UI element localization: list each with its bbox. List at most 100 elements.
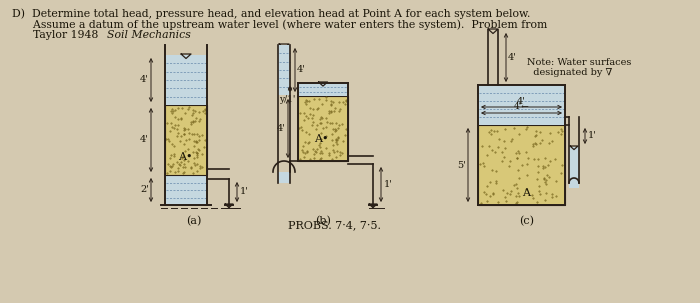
Point: [169, 122, 181, 127]
Point: [311, 149, 322, 154]
Text: 4': 4': [517, 97, 526, 106]
Point: [179, 125, 190, 130]
Point: [307, 120, 318, 125]
Point: [315, 120, 326, 125]
Point: [172, 131, 183, 136]
Point: [196, 133, 207, 138]
Point: [312, 123, 323, 128]
Bar: [478, 125, 565, 205]
Point: [298, 143, 309, 148]
Point: [178, 170, 189, 175]
Point: [172, 159, 183, 164]
Point: [193, 148, 204, 153]
Point: [340, 98, 351, 103]
Point: [172, 134, 183, 139]
Point: [510, 181, 522, 186]
Point: [179, 149, 190, 154]
Point: [323, 152, 335, 157]
Point: [186, 166, 197, 171]
Point: [316, 101, 327, 106]
Point: [304, 105, 316, 110]
Point: [534, 129, 545, 134]
Point: [550, 193, 561, 198]
Text: 4': 4': [508, 53, 517, 62]
Point: [486, 167, 498, 172]
Point: [303, 131, 314, 136]
Point: [299, 99, 310, 104]
Text: A: A: [522, 188, 531, 198]
Point: [188, 160, 199, 165]
Point: [527, 144, 538, 149]
Point: [521, 172, 532, 177]
Point: [167, 142, 178, 147]
Point: [300, 151, 311, 156]
Point: [330, 137, 341, 142]
Point: [506, 139, 517, 144]
Text: 1': 1': [588, 132, 597, 141]
Point: [296, 148, 307, 153]
Point: [316, 151, 327, 155]
Point: [533, 184, 544, 188]
Point: [511, 151, 522, 156]
Bar: [569, 147, 579, 188]
Point: [331, 142, 342, 146]
Point: [477, 161, 489, 166]
Point: [188, 138, 199, 143]
Point: [513, 176, 524, 181]
Point: [297, 127, 308, 132]
Point: [537, 137, 548, 142]
Point: [175, 134, 186, 139]
Point: [330, 121, 342, 126]
Point: [295, 111, 306, 115]
Point: [178, 158, 190, 163]
Point: [316, 116, 328, 121]
Point: [499, 194, 510, 199]
Point: [191, 149, 202, 154]
Point: [533, 189, 545, 194]
Point: [332, 126, 344, 131]
Point: [324, 121, 335, 126]
Point: [197, 164, 208, 169]
Point: [164, 128, 176, 133]
Point: [189, 109, 200, 114]
Point: [498, 138, 509, 143]
Text: 4': 4': [140, 75, 149, 85]
Point: [333, 123, 344, 128]
Bar: [278, 45, 290, 95]
Point: [183, 106, 194, 111]
Point: [540, 177, 551, 182]
Point: [505, 188, 516, 193]
Point: [192, 152, 203, 157]
Point: [546, 139, 557, 144]
Point: [478, 190, 489, 195]
Point: [327, 147, 338, 152]
Point: [326, 138, 337, 142]
Point: [298, 150, 309, 155]
Point: [300, 98, 312, 102]
Point: [301, 114, 312, 119]
Point: [476, 143, 487, 148]
Point: [506, 137, 517, 142]
Point: [320, 97, 331, 102]
Point: [533, 163, 544, 168]
Point: [179, 127, 190, 132]
Bar: [298, 83, 348, 96]
Point: [329, 105, 340, 110]
Point: [181, 137, 192, 142]
Point: [333, 136, 344, 141]
Point: [178, 154, 189, 158]
Point: [538, 165, 549, 170]
Point: [527, 142, 538, 146]
Text: 4': 4': [277, 124, 286, 133]
Point: [169, 143, 180, 148]
Point: [309, 149, 320, 154]
Point: [167, 162, 178, 167]
Point: [301, 130, 312, 135]
Point: [199, 138, 211, 143]
Point: [174, 138, 186, 143]
Point: [531, 142, 542, 146]
Point: [538, 164, 549, 168]
Point: [176, 115, 187, 120]
Point: [301, 150, 312, 155]
Point: [514, 150, 525, 155]
